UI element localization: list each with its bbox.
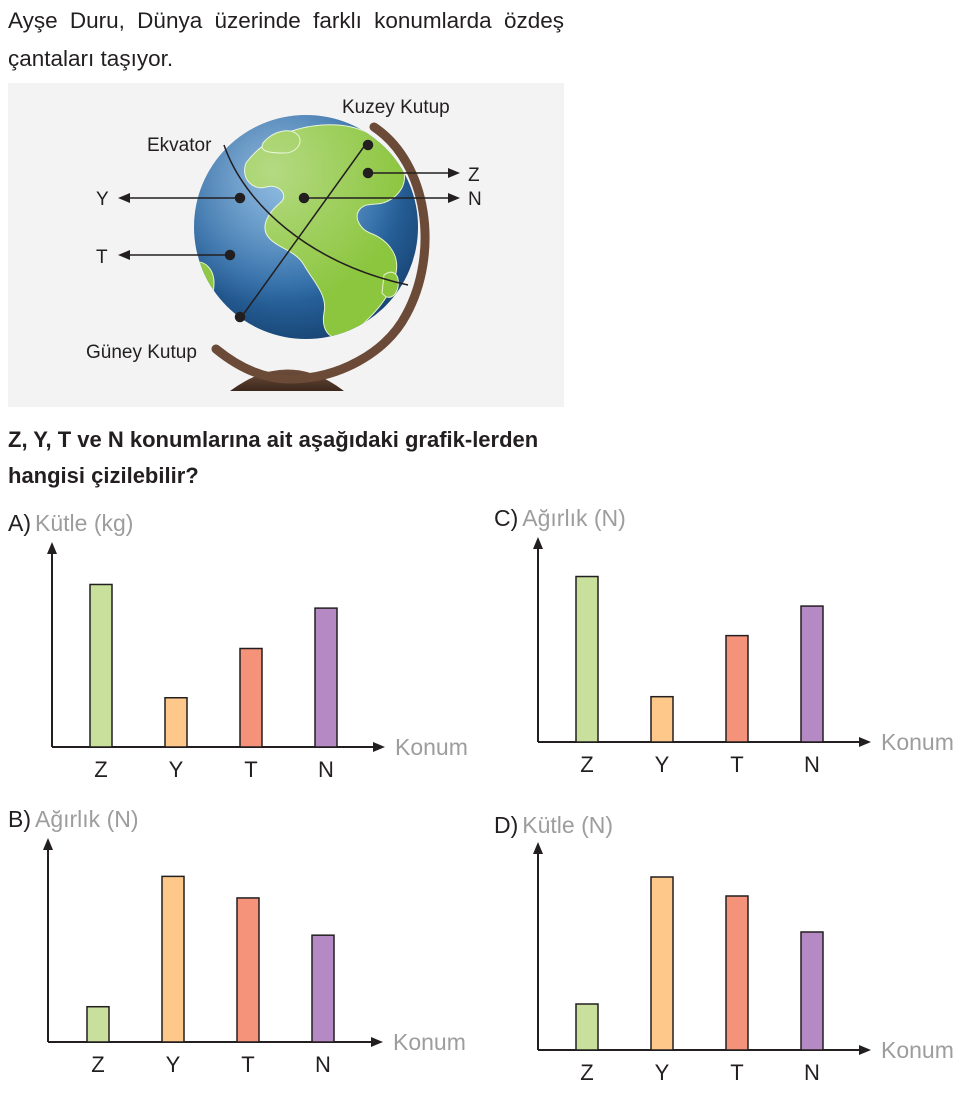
bar-t xyxy=(236,897,260,1043)
x-axis-label: Konum xyxy=(881,729,954,755)
y-axis-arrow xyxy=(43,838,53,850)
x-axis-label: Konum xyxy=(395,734,468,760)
bar-y xyxy=(650,876,674,1051)
option-d-letter: D) xyxy=(494,812,519,838)
bar-t xyxy=(725,634,749,743)
chart-option-b: Konum Z Y T N xyxy=(43,838,466,1077)
question-text: Z, Y, T ve N konumlarına ait aşağıdaki g… xyxy=(8,427,539,488)
label-y: Y xyxy=(96,189,109,210)
x-axis-label: Konum xyxy=(393,1029,466,1055)
option-c-ylabel: Ağırlık (N) xyxy=(522,505,626,531)
tick-label-t: T xyxy=(730,1060,743,1085)
tick-label-t: T xyxy=(244,757,257,782)
equator-line xyxy=(223,144,409,286)
label-t: T xyxy=(96,247,108,268)
label-equator: Ekvator xyxy=(147,135,212,156)
globe-figure: Kuzey Kutup Ekvator Güney Kutup Z N Y T xyxy=(8,83,564,407)
intro-text: Ayşe Duru, Dünya üzerinde farklı konumla… xyxy=(8,8,564,71)
option-b-letter: B) xyxy=(8,806,31,832)
bar-t xyxy=(725,895,749,1051)
earth-axis-line xyxy=(239,140,369,320)
x-axis-arrow xyxy=(859,1045,871,1055)
bar-n xyxy=(311,934,335,1043)
option-a-header[interactable]: A) Kütle (kg) xyxy=(8,510,133,537)
tick-label-t: T xyxy=(241,1052,254,1077)
south-pole-point xyxy=(234,311,246,323)
bar-n xyxy=(800,931,824,1051)
bar-z xyxy=(575,1003,599,1051)
tick-label-z: Z xyxy=(580,1060,593,1085)
chart-option-c: Konum Z Y T N xyxy=(533,537,954,777)
x-axis-arrow xyxy=(373,742,385,752)
tick-label-y: Y xyxy=(166,1052,181,1077)
label-z: Z xyxy=(468,165,480,186)
bar-n xyxy=(314,607,338,748)
label-n: N xyxy=(468,189,482,210)
option-d-ylabel: Kütle (N) xyxy=(522,812,614,838)
bar-z xyxy=(86,1005,110,1043)
tick-label-z: Z xyxy=(91,1052,104,1077)
option-a-letter: A) xyxy=(8,510,31,536)
bar-y xyxy=(161,875,185,1043)
tick-label-y: Y xyxy=(655,752,670,777)
chart-option-d: Konum Z Y T N xyxy=(533,842,954,1085)
tick-label-z: Z xyxy=(94,757,107,782)
y-axis-arrow xyxy=(47,542,57,554)
option-a-ylabel: Kütle (kg) xyxy=(35,510,134,536)
tick-label-n: N xyxy=(315,1052,331,1077)
bar-y xyxy=(650,695,674,743)
y-axis-arrow xyxy=(533,842,543,854)
x-axis-label: Konum xyxy=(881,1037,954,1063)
tick-label-n: N xyxy=(804,1060,820,1085)
x-axis-arrow xyxy=(371,1037,383,1047)
label-south-pole: Güney Kutup xyxy=(86,342,197,363)
tick-label-n: N xyxy=(318,757,334,782)
tick-label-n: N xyxy=(804,752,820,777)
globe-illustration: Kuzey Kutup Ekvator Güney Kutup Z N Y T xyxy=(86,97,482,391)
bar-t xyxy=(239,647,263,748)
option-c-header[interactable]: C) Ağırlık (N) xyxy=(494,505,626,532)
x-axis-arrow xyxy=(859,737,871,747)
tick-label-z: Z xyxy=(580,752,593,777)
option-c-letter: C) xyxy=(494,505,519,531)
globe-meridian-ring xyxy=(211,122,430,384)
y-axis-arrow xyxy=(533,537,543,549)
tick-label-t: T xyxy=(730,752,743,777)
option-d-header[interactable]: D) Kütle (N) xyxy=(494,812,613,839)
option-b-header[interactable]: B) Ağırlık (N) xyxy=(8,806,139,833)
bar-y xyxy=(164,697,188,748)
bar-z xyxy=(89,583,113,748)
option-b-ylabel: Ağırlık (N) xyxy=(35,806,139,832)
label-north-pole: Kuzey Kutup xyxy=(342,97,450,118)
tick-label-y: Y xyxy=(655,1060,670,1085)
tick-label-y: Y xyxy=(169,757,184,782)
north-pole-point xyxy=(362,139,374,151)
bar-n xyxy=(800,605,824,743)
bar-z xyxy=(575,575,599,743)
chart-option-a: Konum Z Y T N xyxy=(47,542,468,782)
